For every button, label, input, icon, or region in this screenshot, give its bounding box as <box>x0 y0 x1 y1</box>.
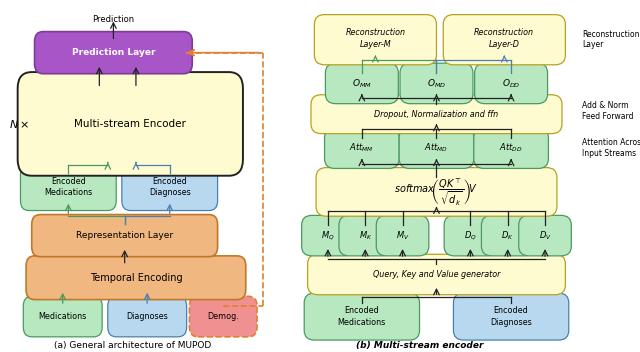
FancyBboxPatch shape <box>189 296 257 337</box>
Text: Dropout, Normalization and ffn: Dropout, Normalization and ffn <box>374 110 499 119</box>
Text: $N\times$: $N\times$ <box>9 118 29 130</box>
Text: $M_V$: $M_V$ <box>396 230 410 242</box>
Text: $O_{DD}$: $O_{DD}$ <box>502 77 520 90</box>
FancyBboxPatch shape <box>311 95 562 134</box>
Text: Reconstruction: Reconstruction <box>474 28 534 37</box>
FancyBboxPatch shape <box>314 14 436 65</box>
FancyBboxPatch shape <box>32 215 218 257</box>
Text: Query, Key and Value generator: Query, Key and Value generator <box>372 270 500 279</box>
Text: $Att_{MM}$: $Att_{MM}$ <box>349 142 374 155</box>
Text: Encoded: Encoded <box>51 177 86 186</box>
FancyBboxPatch shape <box>376 215 429 256</box>
Text: $M_Q$: $M_Q$ <box>321 229 335 242</box>
Text: $O_{MM}$: $O_{MM}$ <box>352 77 372 90</box>
FancyBboxPatch shape <box>316 168 557 216</box>
Text: $softmax\!\left(\dfrac{QK^{\top}}{\sqrt{d_k}}\right)\!V$: $softmax\!\left(\dfrac{QK^{\top}}{\sqrt{… <box>394 176 479 208</box>
Text: $D_K$: $D_K$ <box>501 230 514 242</box>
Text: Layer-M: Layer-M <box>360 40 391 49</box>
FancyBboxPatch shape <box>400 63 473 103</box>
Text: Representation Layer: Representation Layer <box>76 231 173 240</box>
FancyBboxPatch shape <box>26 256 246 300</box>
Text: $D_Q$: $D_Q$ <box>464 229 477 242</box>
FancyBboxPatch shape <box>481 215 534 256</box>
FancyBboxPatch shape <box>399 128 474 169</box>
FancyBboxPatch shape <box>23 296 102 337</box>
Text: Add & Norm
Feed Forward: Add & Norm Feed Forward <box>582 101 634 121</box>
Text: Prediction: Prediction <box>92 15 134 24</box>
Text: Medications: Medications <box>44 188 92 197</box>
Text: Temporal Encoding: Temporal Encoding <box>90 273 182 283</box>
Text: $O_{MD}$: $O_{MD}$ <box>427 77 446 90</box>
FancyBboxPatch shape <box>301 215 354 256</box>
Text: $Att_{DD}$: $Att_{DD}$ <box>499 142 523 155</box>
FancyBboxPatch shape <box>324 128 399 169</box>
Text: Encoded: Encoded <box>152 177 187 186</box>
Text: Multi-stream Encoder: Multi-stream Encoder <box>74 119 186 129</box>
Text: Layer-D: Layer-D <box>489 40 520 49</box>
FancyBboxPatch shape <box>474 128 548 169</box>
FancyBboxPatch shape <box>20 164 116 210</box>
Text: (a) General architecture of MUPOD: (a) General architecture of MUPOD <box>54 341 212 350</box>
Text: $D_V$: $D_V$ <box>539 230 552 242</box>
Text: Medications: Medications <box>38 312 87 321</box>
FancyBboxPatch shape <box>339 215 392 256</box>
FancyBboxPatch shape <box>18 72 243 176</box>
Text: Encoded: Encoded <box>493 306 529 315</box>
Text: Reconstruction
Layer: Reconstruction Layer <box>582 30 640 49</box>
FancyBboxPatch shape <box>475 63 548 103</box>
FancyBboxPatch shape <box>122 164 218 210</box>
Text: Diagnoses: Diagnoses <box>126 312 168 321</box>
Text: Prediction Layer: Prediction Layer <box>72 48 155 57</box>
FancyBboxPatch shape <box>444 14 565 65</box>
Text: Diagnoses: Diagnoses <box>149 188 191 197</box>
FancyBboxPatch shape <box>519 215 572 256</box>
FancyBboxPatch shape <box>325 63 398 103</box>
Text: Attention Across
Input Streams: Attention Across Input Streams <box>582 138 640 158</box>
FancyBboxPatch shape <box>35 32 192 74</box>
Text: $M_K$: $M_K$ <box>358 230 372 242</box>
Text: Reconstruction: Reconstruction <box>346 28 406 37</box>
FancyBboxPatch shape <box>453 293 569 340</box>
Text: (b) Multi-stream encoder: (b) Multi-stream encoder <box>356 341 483 350</box>
FancyBboxPatch shape <box>304 293 420 340</box>
Text: Demog.: Demog. <box>207 312 239 321</box>
FancyBboxPatch shape <box>108 296 187 337</box>
Text: Encoded: Encoded <box>344 306 380 315</box>
Text: Medications: Medications <box>338 318 386 327</box>
FancyBboxPatch shape <box>444 215 497 256</box>
FancyBboxPatch shape <box>308 254 565 295</box>
Text: Diagnoses: Diagnoses <box>490 318 532 327</box>
Text: $Att_{MD}$: $Att_{MD}$ <box>424 142 449 155</box>
